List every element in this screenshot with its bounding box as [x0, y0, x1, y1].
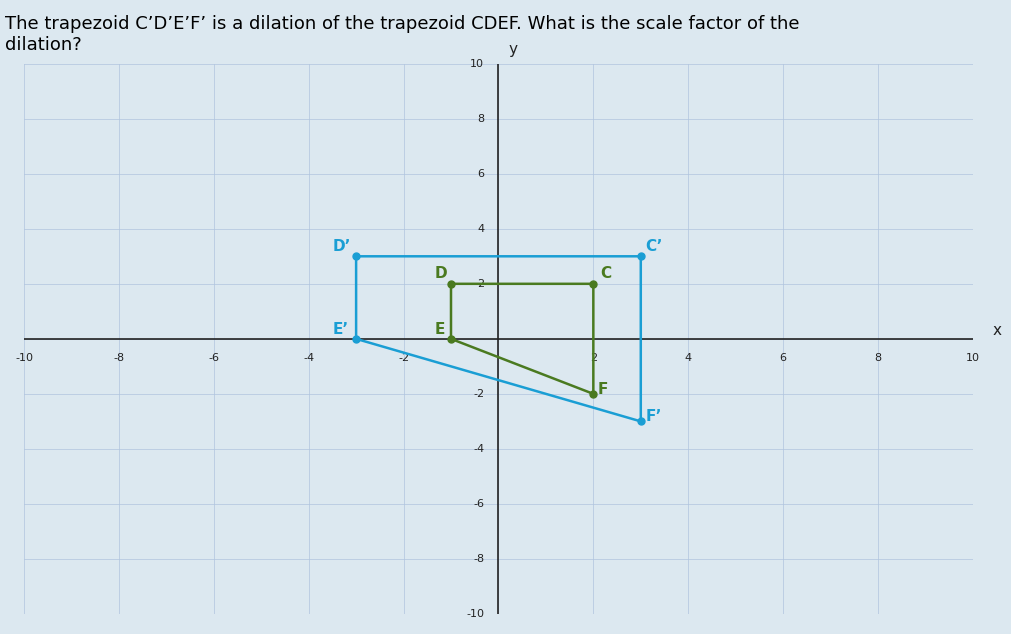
Text: C’: C’ — [645, 238, 662, 254]
Text: -10: -10 — [15, 353, 33, 363]
Text: x: x — [991, 323, 1000, 338]
Text: -4: -4 — [303, 353, 314, 363]
Text: C: C — [600, 266, 611, 281]
Text: D’: D’ — [332, 238, 351, 254]
Text: -10: -10 — [466, 609, 483, 619]
Text: 10: 10 — [470, 59, 483, 68]
Text: -8: -8 — [472, 554, 483, 564]
Text: 2: 2 — [476, 279, 483, 289]
Text: D: D — [434, 266, 447, 281]
Text: F’: F’ — [645, 409, 661, 424]
Text: The trapezoid C’D’E’F’ is a dilation of the trapezoid CDEF. What is the scale fa: The trapezoid C’D’E’F’ is a dilation of … — [5, 15, 799, 54]
Text: 10: 10 — [964, 353, 979, 363]
Text: -2: -2 — [472, 389, 483, 399]
Text: -8: -8 — [113, 353, 124, 363]
Text: 6: 6 — [477, 169, 483, 179]
Text: y: y — [508, 42, 517, 58]
Text: 2: 2 — [589, 353, 596, 363]
Text: 4: 4 — [476, 224, 483, 234]
Text: 8: 8 — [874, 353, 881, 363]
Text: -6: -6 — [473, 499, 483, 509]
Text: -4: -4 — [472, 444, 483, 454]
Text: -2: -2 — [397, 353, 408, 363]
Text: E’: E’ — [332, 323, 348, 337]
Text: 8: 8 — [476, 113, 483, 124]
Text: -6: -6 — [208, 353, 219, 363]
Text: F: F — [598, 382, 608, 397]
Text: 4: 4 — [684, 353, 692, 363]
Text: E: E — [434, 323, 444, 337]
Text: 6: 6 — [778, 353, 786, 363]
